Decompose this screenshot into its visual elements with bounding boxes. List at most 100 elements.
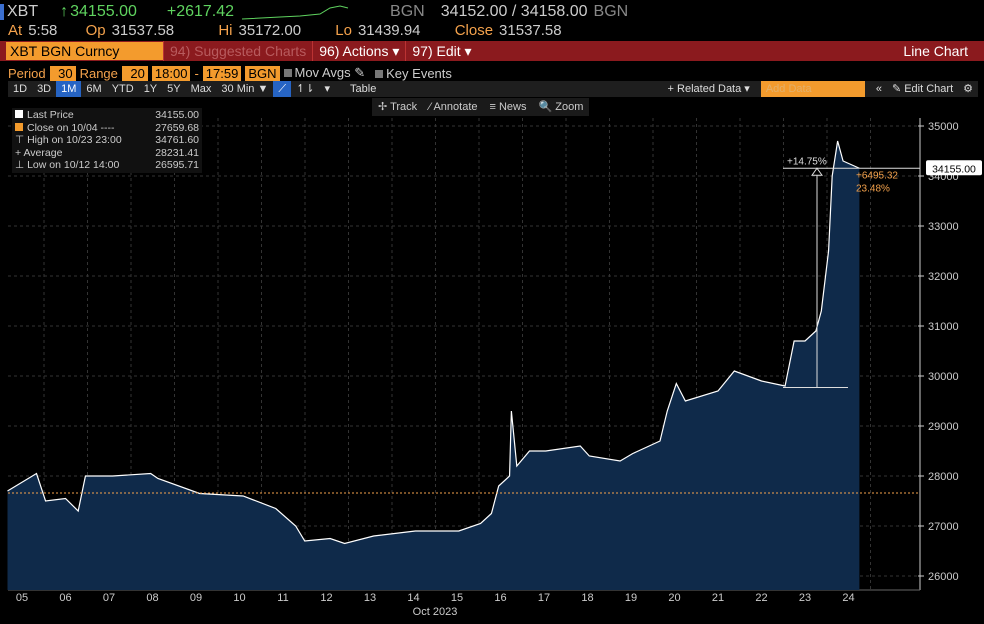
x-tick-label: 16 bbox=[494, 592, 506, 604]
end-time-input[interactable]: 17:59 bbox=[202, 65, 242, 81]
measure-diff-pct-label: 23.48% bbox=[856, 183, 890, 194]
range-button-1y[interactable]: 1Y bbox=[143, 83, 158, 95]
x-tick-label: 14 bbox=[407, 592, 419, 604]
range-button-1d[interactable]: 1D bbox=[13, 83, 28, 95]
collapse-icon[interactable]: « bbox=[875, 83, 882, 95]
y-tick-label: 26000 bbox=[928, 571, 959, 583]
op-value: 31537.58 bbox=[111, 22, 175, 39]
legend-label: Close on 10/04 ---- bbox=[27, 121, 115, 134]
security-input[interactable]: XBT BGN Curncy bbox=[6, 42, 163, 60]
suggested-charts-button[interactable]: 94) Suggested Charts bbox=[163, 41, 312, 61]
related-data-button[interactable]: + Related Data ▾ bbox=[667, 83, 750, 95]
legend-value: 34155.00 bbox=[155, 109, 199, 121]
source: BGN bbox=[390, 3, 425, 20]
up-arrow-icon: ↑ bbox=[60, 3, 69, 20]
key-events-toggle[interactable]: Key Events bbox=[375, 66, 452, 81]
source-input[interactable]: BGN bbox=[245, 65, 280, 81]
period-label: Period bbox=[8, 65, 46, 81]
x-tick-label: 24 bbox=[842, 592, 854, 604]
last-price-tag-label: 34155.00 bbox=[932, 163, 976, 175]
checkbox-icon bbox=[283, 69, 292, 77]
x-tick-label: 05 bbox=[16, 592, 28, 604]
start-time-input[interactable]: 18:00 bbox=[151, 65, 191, 81]
actions-menu[interactable]: 96) Actions ▾ bbox=[312, 41, 405, 61]
checkbox-icon bbox=[375, 69, 384, 78]
chart-type-label: Line Chart bbox=[903, 43, 968, 59]
low-marker-icon: ⊥ bbox=[15, 159, 28, 171]
white-square-icon bbox=[15, 110, 23, 118]
legend-last: Last Price 34155.00 bbox=[15, 109, 199, 122]
track-button[interactable]: ✢ Track bbox=[378, 101, 418, 113]
legend-value: 27659.68 bbox=[155, 121, 199, 134]
zoom-button[interactable]: 🔍 Zoom bbox=[538, 101, 584, 113]
mov-avgs-toggle[interactable]: Mov Avgs ✎ bbox=[283, 65, 365, 81]
x-axis-label: Oct 2023 bbox=[413, 606, 458, 618]
gear-icon[interactable]: ⚙ bbox=[963, 83, 973, 95]
x-tick-label: 17 bbox=[538, 592, 550, 604]
measure-diff-label: +6495.32 bbox=[856, 170, 898, 181]
edit-menu[interactable]: 97) Edit ▾ bbox=[405, 41, 477, 61]
mov-avgs-label: Mov Avgs bbox=[294, 65, 351, 80]
line-chart-icon[interactable]: ⟋ bbox=[273, 81, 292, 97]
time-dash: - bbox=[194, 65, 199, 81]
chart-toolbar: 1D 3D 1M 6M YTD 1Y 5Y Max 30 Min ▼ ⟋ ↿⇂ ▾ Table… bbox=[8, 81, 978, 97]
legend-label: Low on 10/12 14:00 bbox=[27, 159, 120, 171]
ticker: XBT bbox=[7, 3, 39, 20]
hi-value: 35172.00 bbox=[238, 22, 302, 39]
range-button-5y[interactable]: 5Y bbox=[167, 83, 181, 95]
range-input[interactable]: 20 bbox=[121, 65, 148, 81]
period-input[interactable]: 30 bbox=[49, 65, 76, 81]
y-tick-label: 29000 bbox=[928, 421, 959, 433]
lo-value: 31439.94 bbox=[357, 22, 421, 39]
x-tick-label: 12 bbox=[320, 592, 332, 604]
y-tick-label: 31000 bbox=[928, 321, 959, 333]
x-tick-label: 15 bbox=[451, 592, 463, 604]
add-data-input[interactable]: Add Data bbox=[760, 81, 865, 97]
at-label: At bbox=[8, 22, 23, 39]
price-area bbox=[7, 141, 860, 590]
at-value: 5:58 bbox=[28, 22, 58, 39]
news-button[interactable]: ≡ News bbox=[489, 101, 527, 113]
range-button-1m[interactable]: 1M bbox=[56, 81, 82, 97]
legend-label: Last Price bbox=[27, 109, 74, 121]
orange-square-icon bbox=[15, 122, 23, 131]
source2: BGN bbox=[593, 3, 629, 20]
dropdown-icon[interactable]: ▾ bbox=[324, 83, 331, 95]
x-tick-label: 19 bbox=[625, 592, 637, 604]
lo-label: Lo bbox=[335, 22, 352, 39]
params-row: Period 30 Range 20 18:00 - 17:59 BGN Mov… bbox=[8, 65, 452, 81]
range-button-max[interactable]: Max bbox=[190, 83, 212, 95]
x-tick-label: 22 bbox=[755, 592, 767, 604]
chart-style-icon[interactable]: ↿⇂ bbox=[296, 83, 315, 95]
x-tick-label: 23 bbox=[799, 592, 811, 604]
range-button-ytd[interactable]: YTD bbox=[111, 83, 134, 95]
interval-dropdown[interactable]: 30 Min ▼ bbox=[221, 83, 269, 95]
range-button-6m[interactable]: 6M bbox=[86, 83, 102, 95]
measure-arrow-icon bbox=[811, 167, 823, 176]
ticker-marker bbox=[0, 4, 4, 20]
legend-label: Average bbox=[23, 146, 63, 159]
annotate-button[interactable]: ⁄ Annotate bbox=[429, 101, 478, 113]
x-tick-label: 09 bbox=[190, 592, 202, 604]
chart-tools: ✢ Track ⁄ Annotate ≡ News 🔍 Zoom bbox=[372, 98, 590, 116]
x-tick-label: 20 bbox=[668, 592, 680, 604]
y-tick-label: 33000 bbox=[928, 221, 959, 233]
range-button-3d[interactable]: 3D bbox=[37, 83, 52, 95]
measure-pct-label: +14.75% bbox=[787, 156, 827, 167]
y-tick-label: 30000 bbox=[928, 371, 959, 383]
x-tick-label: 06 bbox=[59, 592, 71, 604]
legend-low: ⊥ Low on 10/12 14:00 26595.71 bbox=[15, 159, 199, 172]
x-tick-label: 18 bbox=[581, 592, 593, 604]
last-price-tag bbox=[926, 160, 982, 176]
range-label: Range bbox=[79, 65, 118, 81]
legend-value: 26595.71 bbox=[155, 159, 199, 171]
x-tick-label: 13 bbox=[364, 592, 376, 604]
price-line bbox=[7, 140, 860, 545]
key-events-label: Key Events bbox=[386, 65, 452, 81]
quote-line: XBT ↑ 34155.00 +2617.42 BGN 34152.00 / 3… bbox=[0, 2, 634, 22]
last-price: 34155.00 bbox=[70, 3, 137, 20]
legend-value: 28231.41 bbox=[155, 146, 199, 159]
edit-chart-button[interactable]: ✎ Edit Chart bbox=[891, 83, 954, 95]
table-button[interactable]: Table bbox=[350, 83, 377, 95]
